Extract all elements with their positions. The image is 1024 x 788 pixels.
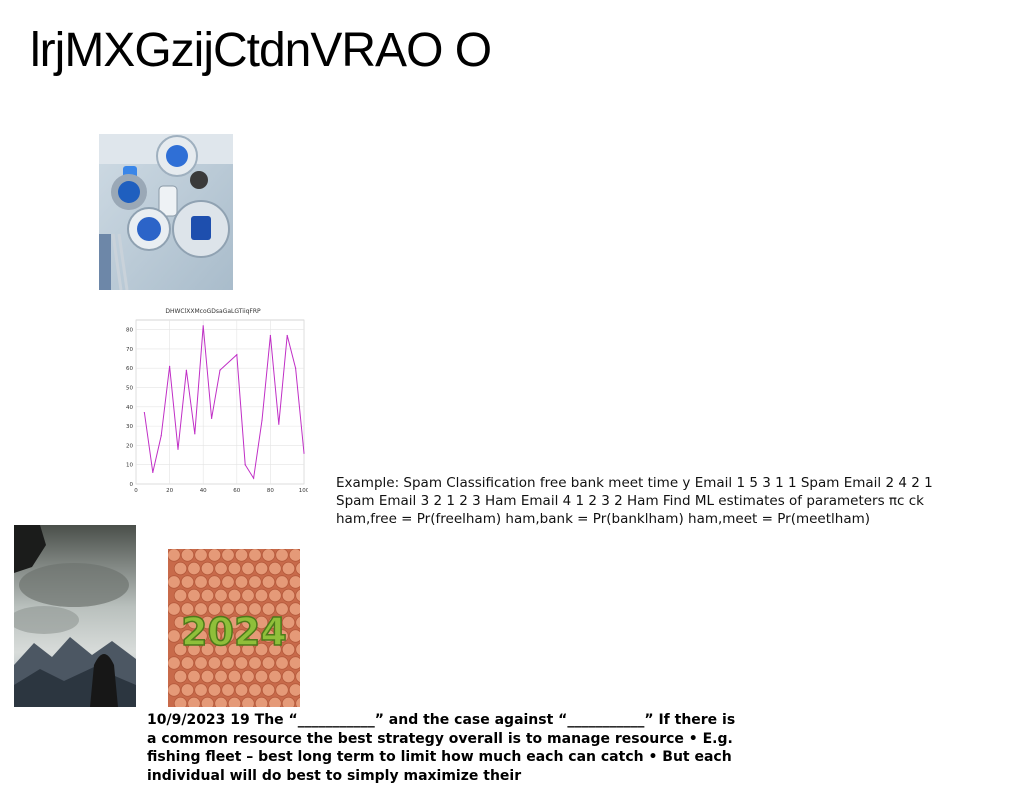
data-point (194, 433, 196, 435)
data-point (269, 334, 271, 337)
y-tick-label: 10 (126, 463, 133, 469)
spam-classification-text: Example: Spam Classification free bank m… (336, 475, 933, 527)
y-tick-label: 20 (126, 443, 133, 449)
data-point (160, 435, 162, 437)
data-point (253, 477, 255, 479)
x-tick-label: 20 (166, 488, 173, 494)
x-tick-label: 40 (200, 488, 207, 494)
y-tick-label: 40 (126, 405, 133, 411)
chart-title: DHWClXXMcoGDsaGaLGTiiqFRP (165, 308, 261, 315)
storm-mountain-photo (14, 525, 136, 707)
data-point (185, 369, 187, 371)
y-tick-label: 0 (130, 482, 134, 488)
data-point (211, 417, 213, 419)
data-point (295, 367, 297, 369)
data-point (261, 419, 263, 421)
data-point (219, 369, 221, 371)
x-tick-label: 60 (233, 488, 240, 494)
data-point (202, 325, 204, 327)
y-tick-label: 50 (126, 386, 133, 392)
data-point (303, 452, 305, 454)
line-chart: DHWClXXMcoGDsaGaLGTiiqFRP 0 10 20 30 40 50 60 7… (118, 306, 308, 502)
year-2024-art: 2024 (181, 610, 287, 654)
data-point (278, 423, 280, 425)
data-point (152, 471, 154, 474)
y-tick-label: 30 (126, 424, 133, 430)
data-point (169, 365, 171, 367)
chart-plot: 0 10 20 30 40 50 60 70 80 0 20 40 60 80 100 (126, 319, 308, 494)
y-tick-label: 70 (126, 347, 133, 353)
plot-frame (135, 319, 305, 485)
data-point (143, 412, 145, 414)
year-2024-photo: 2024 (168, 549, 300, 707)
table-setting-photo (99, 134, 233, 290)
page-title: lrjMXGzijCtdnVRAO O (30, 24, 492, 77)
y-tick-label: 80 (126, 328, 133, 334)
data-point (177, 448, 179, 450)
x-tick-label: 80 (267, 488, 274, 494)
data-point (286, 334, 288, 337)
data-point (236, 354, 238, 356)
x-tick-label: 0 (134, 488, 138, 494)
y-tick-label: 60 (126, 366, 133, 372)
common-resource-text: 10/9/2023 19 The “___________” and the c… (147, 712, 736, 784)
x-tick-label: 100 (299, 488, 308, 494)
data-point (244, 464, 246, 466)
